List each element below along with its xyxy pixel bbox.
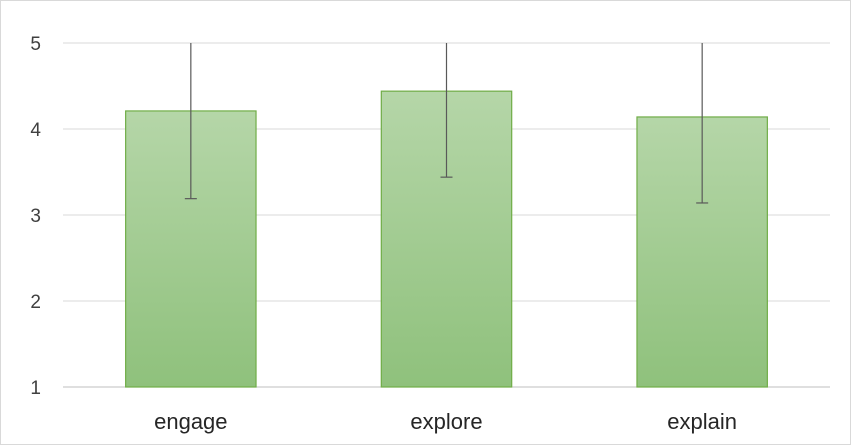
y-tick-label-3: 3	[30, 206, 41, 227]
category-label-explore: explore	[410, 409, 482, 434]
y-tick-label-1: 1	[30, 378, 41, 399]
y-tick-label-2: 2	[30, 292, 41, 313]
category-label-engage: engage	[154, 409, 227, 434]
category-label-explain: explain	[667, 409, 737, 434]
error-bars	[184, 43, 709, 204]
y-tick-label-4: 4	[30, 120, 41, 141]
bar-explore	[380, 90, 513, 388]
y-tick-label-5: 5	[30, 34, 41, 55]
y-axis-ticks: 1 2 3 4 5	[30, 34, 41, 399]
x-axis-labels: engage explore explain	[154, 409, 737, 434]
